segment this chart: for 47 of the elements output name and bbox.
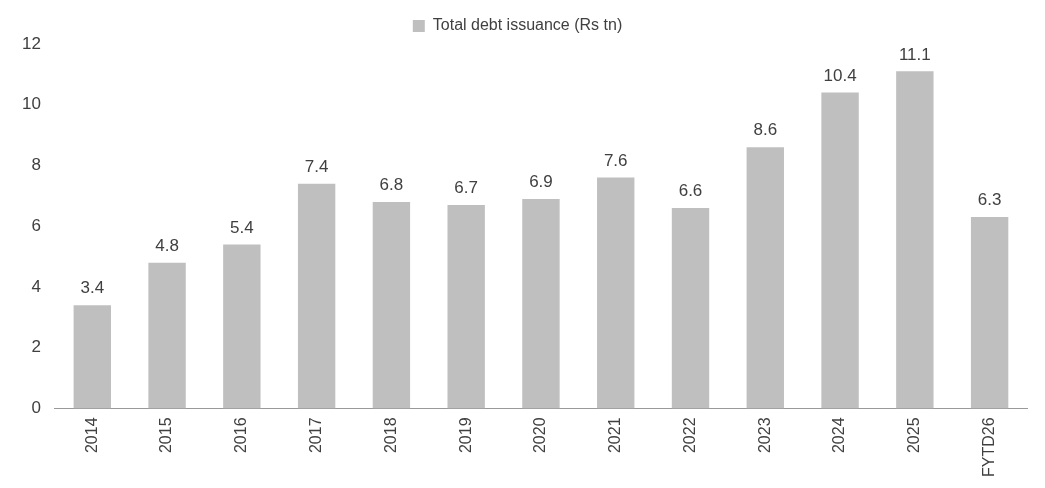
bar [223, 244, 261, 409]
legend-label: Total debt issuance (Rs tn) [432, 16, 623, 34]
data-label: 8.6 [753, 120, 778, 140]
bar [821, 92, 859, 409]
data-label: 6.6 [678, 181, 703, 201]
bar [970, 217, 1009, 409]
y-tick-label: 8 [31, 155, 41, 175]
data-label: 6.8 [379, 175, 404, 195]
x-tick-label: 2016 [232, 417, 250, 454]
bar [447, 204, 485, 409]
data-label: 6.7 [454, 178, 478, 198]
x-tick-label: 2024 [830, 417, 848, 454]
data-label: 6.3 [977, 190, 1002, 210]
x-tick-label: 2023 [755, 417, 773, 454]
bar [73, 305, 111, 409]
x-tick-label: 2017 [307, 417, 325, 454]
x-tick-label: 2021 [606, 417, 624, 454]
data-label: 11.1 [898, 44, 931, 64]
x-tick-label: 2015 [157, 417, 175, 454]
y-tick-label: 4 [31, 276, 41, 296]
bar [522, 198, 560, 409]
data-label: 4.8 [155, 235, 179, 255]
data-label: 7.4 [304, 156, 329, 176]
y-tick-label: 6 [31, 215, 41, 235]
x-tick-label: FYTD26 [980, 417, 998, 478]
bar [746, 147, 784, 409]
data-label: 3.4 [80, 278, 105, 298]
x-tick-label: 2022 [680, 417, 698, 454]
y-tick-label: 10 [21, 94, 41, 114]
x-tick-label: 2025 [905, 417, 923, 454]
bar [148, 262, 186, 409]
bar [297, 183, 336, 409]
x-tick-label: 2014 [82, 417, 100, 454]
y-tick-label: 2 [31, 337, 41, 357]
data-label: 5.4 [230, 217, 254, 237]
bar [597, 177, 635, 409]
x-tick-label: 2020 [531, 417, 549, 454]
y-tick-label: 12 [21, 33, 41, 53]
x-tick-label: 2019 [456, 417, 474, 454]
y-tick-label: 0 [31, 398, 41, 418]
bar [671, 207, 710, 409]
data-label: 6.9 [529, 172, 553, 192]
x-tick-label: 2018 [381, 417, 399, 454]
bar [372, 201, 411, 409]
data-label: 7.6 [603, 150, 628, 170]
data-label: 10.4 [823, 65, 857, 85]
bar [896, 71, 934, 409]
